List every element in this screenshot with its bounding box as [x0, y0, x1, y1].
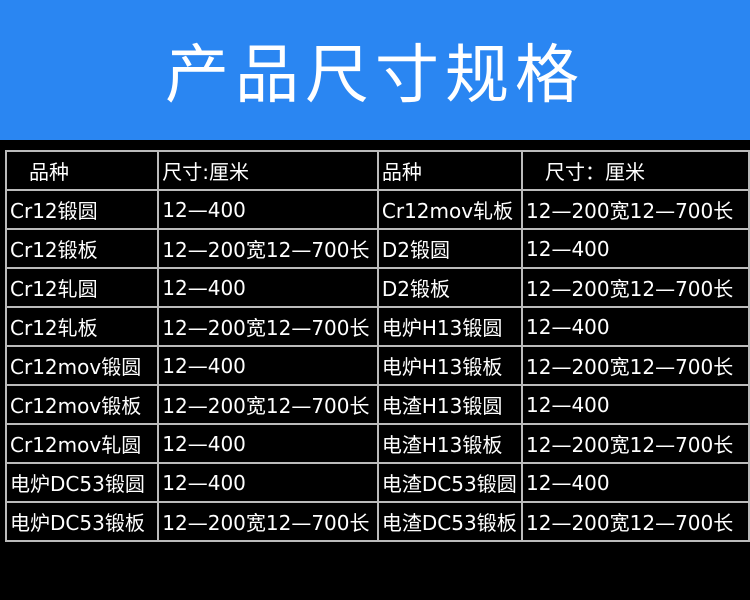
size-cell: 12—400 [157, 462, 379, 503]
header-variety: 品种 [4, 150, 160, 191]
size-cell: 12—200宽12—700长 [157, 501, 379, 542]
variety-cell: Cr12锻圆 [4, 189, 160, 230]
table-row: Cr12轧板 12—200宽12—700长 电炉H13锻圆 12—400 [4, 306, 750, 347]
table-row: Cr12mov轧圆 12—400 电渣H13锻板 12—200宽12—700长 [4, 423, 750, 464]
variety-cell: 电炉H13锻圆 [376, 306, 524, 347]
variety-cell: D2锻板 [376, 267, 524, 308]
size-cell: 12—400 [157, 345, 379, 386]
variety-cell: 电炉DC53锻圆 [4, 462, 160, 503]
size-cell: 12—200宽12—700长 [157, 384, 379, 425]
variety-cell: D2锻圆 [376, 228, 524, 269]
size-cell: 12—200宽12—700长 [521, 267, 750, 308]
size-cell: 12—400 [521, 228, 750, 269]
variety-cell: Cr12mov锻板 [4, 384, 160, 425]
variety-cell: 电炉DC53锻板 [4, 501, 160, 542]
table-header-row: 品种 尺寸:厘米 品种 尺寸：厘米 [4, 150, 750, 191]
size-cell: 12—400 [521, 384, 750, 425]
header-size: 尺寸:厘米 [157, 150, 379, 191]
size-cell: 12—200宽12—700长 [521, 345, 750, 386]
table-row: Cr12mov锻板 12—200宽12—700长 电渣H13锻圆 12—400 [4, 384, 750, 425]
table-row: 电炉DC53锻圆 12—400 电渣DC53锻圆 12—400 [4, 462, 750, 503]
variety-cell: Cr12轧板 [4, 306, 160, 347]
table-row: Cr12轧圆 12—400 D2锻板 12—200宽12—700长 [4, 267, 750, 308]
variety-cell: 电渣DC53锻板 [376, 501, 524, 542]
size-cell: 12—400 [157, 267, 379, 308]
variety-cell: 电渣DC53锻圆 [376, 462, 524, 503]
size-cell: 12—200宽12—700长 [521, 189, 750, 230]
page-title: 产品尺寸规格 [165, 39, 585, 113]
variety-cell: 电渣H13锻板 [376, 423, 524, 464]
spec-table: 品种 尺寸:厘米 品种 尺寸：厘米 Cr12锻圆 12—400 Cr12mov轧板 1… [4, 150, 750, 542]
header-size: 尺寸：厘米 [521, 150, 750, 191]
variety-cell: Cr12mov锻圆 [4, 345, 160, 386]
size-cell: 12—200宽12—700长 [157, 306, 379, 347]
variety-cell: Cr12mov轧板 [376, 189, 524, 230]
variety-cell: 电渣H13锻圆 [376, 384, 524, 425]
size-cell: 12—400 [157, 189, 379, 230]
table-row: 电炉DC53锻板 12—200宽12—700长 电渣DC53锻板 12—200宽12—… [4, 501, 750, 542]
variety-cell: Cr12锻板 [4, 228, 160, 269]
size-cell: 12—400 [157, 423, 379, 464]
size-cell: 12—200宽12—700长 [521, 501, 750, 542]
size-cell: 12—200宽12—700长 [521, 423, 750, 464]
variety-cell: Cr12轧圆 [4, 267, 160, 308]
size-cell: 12—200宽12—700长 [157, 228, 379, 269]
table-row: Cr12锻板 12—200宽12—700长 D2锻圆 12—400 [4, 228, 750, 269]
table-row: Cr12mov锻圆 12—400 电炉H13锻板 12—200宽12—700长 [4, 345, 750, 386]
header-variety: 品种 [376, 150, 524, 191]
variety-cell: 电炉H13锻板 [376, 345, 524, 386]
variety-cell: Cr12mov轧圆 [4, 423, 160, 464]
size-cell: 12—400 [521, 306, 750, 347]
table-row: Cr12锻圆 12—400 Cr12mov轧板 12—200宽12—700长 [4, 189, 750, 230]
title-banner: 产品尺寸规格 [0, 0, 750, 140]
size-cell: 12—400 [521, 462, 750, 503]
